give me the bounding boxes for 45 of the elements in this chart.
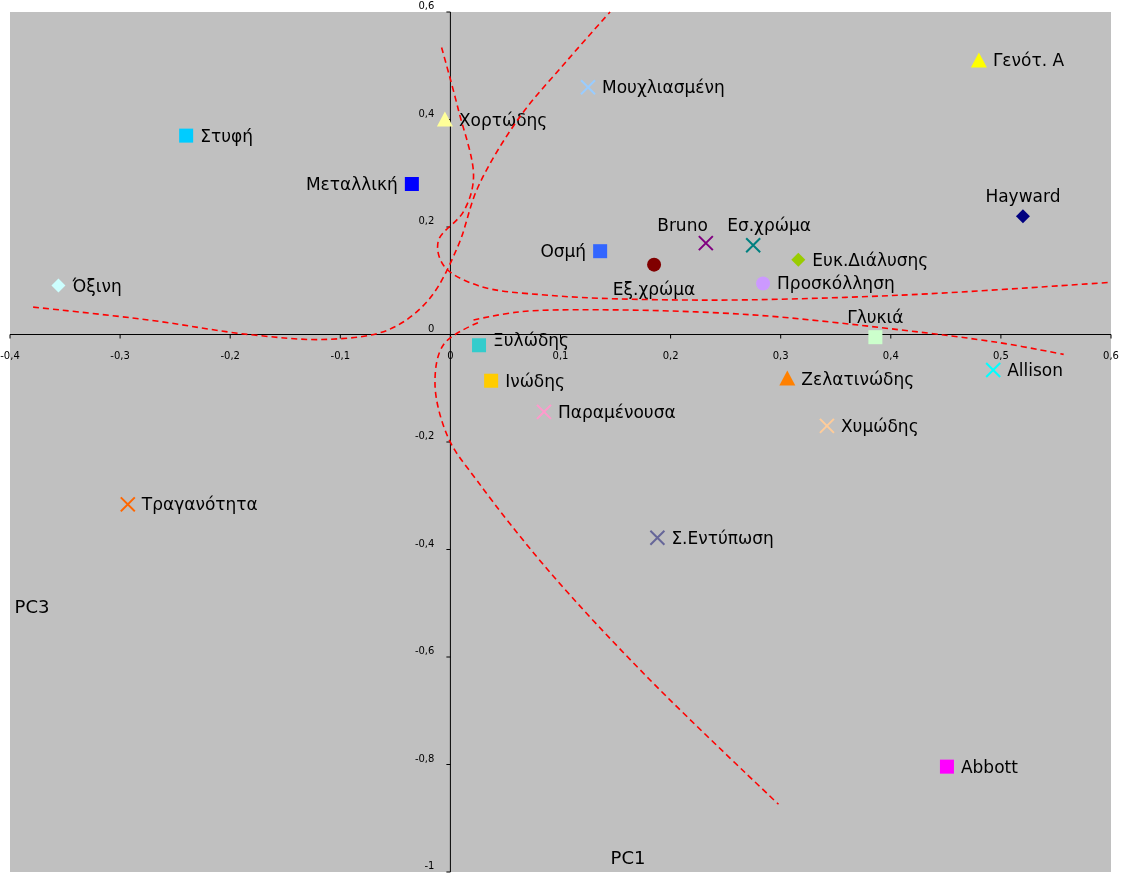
series-label: Στυφή	[200, 125, 253, 146]
x-tick-label: -0,3	[110, 349, 130, 361]
x-tick-label: -0,4	[0, 349, 20, 361]
x-tick-label: 0,2	[662, 349, 679, 361]
x-tick-label: -0,1	[330, 349, 351, 361]
series-label: Γενότ. Α	[992, 50, 1065, 71]
series-label: Μουχλιασμένη	[602, 77, 725, 98]
series-label: Όξινη	[71, 275, 122, 296]
series-label: Τραγανότητα	[140, 494, 258, 515]
series-label: Ινώδης	[505, 370, 566, 391]
x-tick-label: 0,3	[772, 349, 789, 361]
y-tick-label: -0,8	[414, 752, 435, 764]
series-label: Ζελατινώδης	[801, 368, 915, 389]
series-label: Παραμένουσα	[557, 401, 676, 422]
x-tick-label: 0,6	[1103, 349, 1119, 361]
x-tick-label: 0,5	[992, 349, 1009, 361]
y-tick-label: 0,4	[418, 107, 435, 119]
series-label: Χορτώδης	[458, 109, 548, 130]
x-tick-label: 0	[447, 349, 454, 361]
series-label: Μεταλλική	[305, 174, 398, 194]
y-tick-label: -1	[424, 860, 435, 871]
x-tick-label: -0,2	[220, 349, 240, 361]
y-axis-title: PC3	[14, 596, 50, 617]
y-tick-label: 0,2	[418, 215, 435, 226]
series-label: Προσκόλληση	[777, 273, 895, 294]
series-label: Hayward	[985, 186, 1061, 207]
series-label: Ξυλώδης	[493, 330, 570, 351]
series-label: Abbott	[960, 756, 1019, 777]
x-tick-label: 0,1	[552, 349, 569, 361]
series-label: Εσ.χρώμα	[727, 215, 811, 236]
series-label: Ευκ.Διάλυσης	[812, 249, 929, 270]
series-label: Χυμώδης	[840, 415, 919, 436]
y-tick-label: -0,6	[414, 645, 435, 656]
series-label: Εξ.χρώμα	[612, 278, 696, 299]
x-tick-label: 0,4	[882, 349, 899, 361]
series-label: Οσμή	[540, 241, 587, 262]
series-label: Bruno	[657, 215, 708, 236]
y-tick-label: 0,6	[418, 0, 435, 11]
x-axis-title: PC1	[610, 847, 646, 868]
y-tick-label: 0	[428, 322, 435, 334]
y-tick-label: -0,4	[414, 537, 435, 549]
series-label: Allison	[1007, 359, 1064, 380]
series-label: Σ.Εντύπωση	[671, 527, 774, 548]
series-label: Γλυκιά	[847, 307, 904, 328]
y-tick-label: -0,2	[414, 430, 435, 441]
